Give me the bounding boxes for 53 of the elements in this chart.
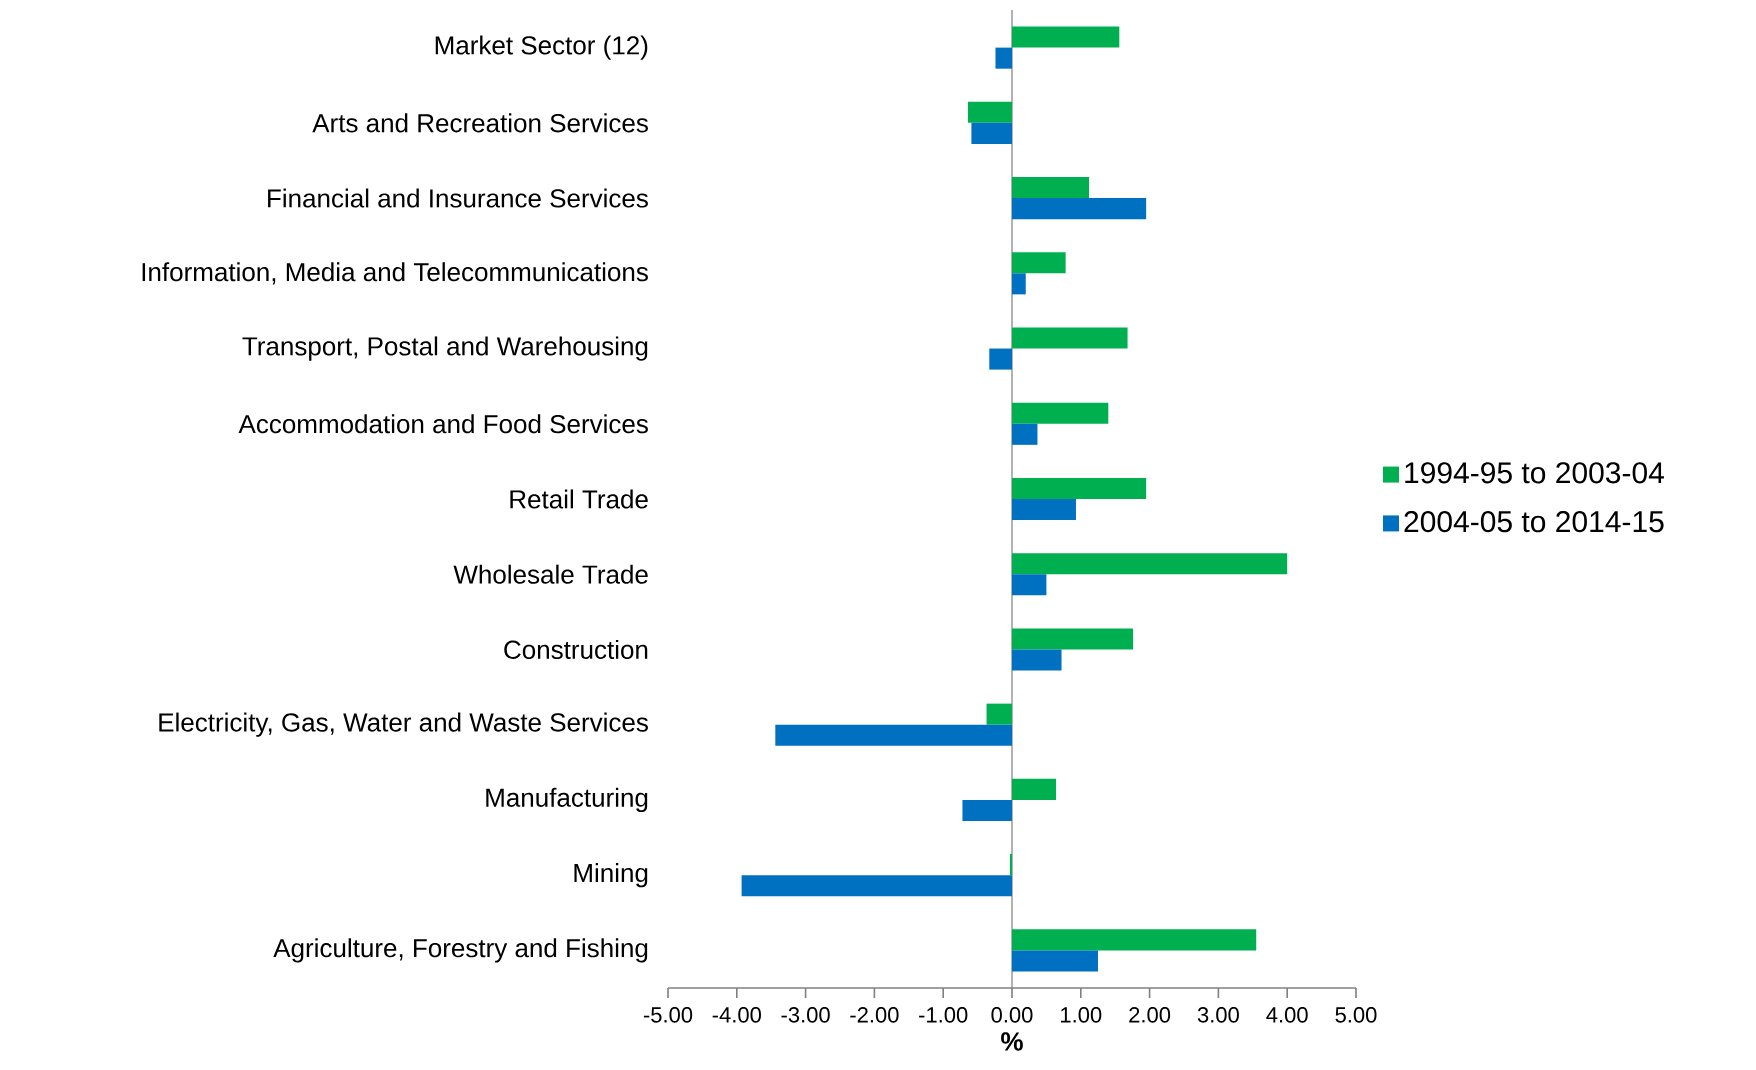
x-tick-label: 4.00 (1266, 1007, 1308, 1023)
x-tick-label: -3.00 (781, 1007, 830, 1023)
bar (1011, 402, 1109, 424)
y-tick-label: Mining (574, 863, 648, 888)
y-tick-label: Agriculture, Forestry and Fishing (273, 938, 648, 963)
bar (1011, 778, 1057, 800)
y-tick-label: Retail Trade (510, 489, 648, 509)
bar (1011, 177, 1090, 199)
bar (1011, 26, 1120, 48)
x-tick-label: 5.00 (1335, 1007, 1377, 1023)
bar (1011, 477, 1147, 499)
x-axis-title: % (1001, 1032, 1023, 1051)
x-tick-label: 3.00 (1197, 1007, 1239, 1023)
y-tick-label: Construction (504, 639, 648, 659)
bar (1011, 327, 1128, 349)
y-tick-label: Arts and Recreation Services (312, 113, 648, 133)
y-tick-label: Information, Media and Telecommunications (142, 262, 648, 285)
y-tick-label: Market Sector (12) (435, 35, 648, 60)
x-tick-label: -5.00 (643, 1007, 693, 1023)
bar (986, 703, 1012, 725)
bar (1011, 553, 1288, 575)
x-tick-label: -4.00 (712, 1007, 761, 1023)
bar (1009, 854, 1012, 876)
bar (995, 47, 1012, 69)
x-tick-label: 0.00 (991, 1007, 1033, 1023)
legend-label: 1994-95 to 2003-04 (1405, 462, 1664, 484)
y-tick-label: Transport, Postal and Warehousing (242, 336, 648, 361)
y-tick-label: Electricity, Gas, Water and Waste Services (159, 712, 648, 737)
x-tick-label: 1.00 (1061, 1007, 1102, 1023)
bar (962, 799, 1012, 821)
bar (1011, 273, 1026, 295)
bar (1011, 252, 1066, 274)
bar (1011, 649, 1062, 671)
bar (741, 875, 1012, 897)
bar (1011, 198, 1147, 220)
bar (1011, 574, 1047, 596)
bar (1011, 929, 1257, 951)
bar (971, 122, 1012, 144)
y-tick-label: Wholesale Trade (453, 564, 648, 584)
y-tick-label: Accommodation and Food Services (238, 414, 648, 434)
bar (989, 348, 1012, 370)
x-tick-label: 2.00 (1129, 1007, 1171, 1023)
bar (1011, 628, 1134, 650)
legend-label: 2004-05 to 2014-15 (1404, 510, 1664, 533)
bar (775, 724, 1012, 746)
y-tick-label: Manufacturing (486, 787, 648, 813)
x-tick-label: -1.00 (919, 1007, 968, 1023)
bar (1011, 499, 1076, 521)
y-tick-label: Financial and Insurance Services (268, 188, 648, 208)
bar (1011, 423, 1038, 445)
bar (967, 101, 1012, 123)
x-tick-label: -2.00 (850, 1007, 899, 1023)
bar (1011, 950, 1098, 972)
